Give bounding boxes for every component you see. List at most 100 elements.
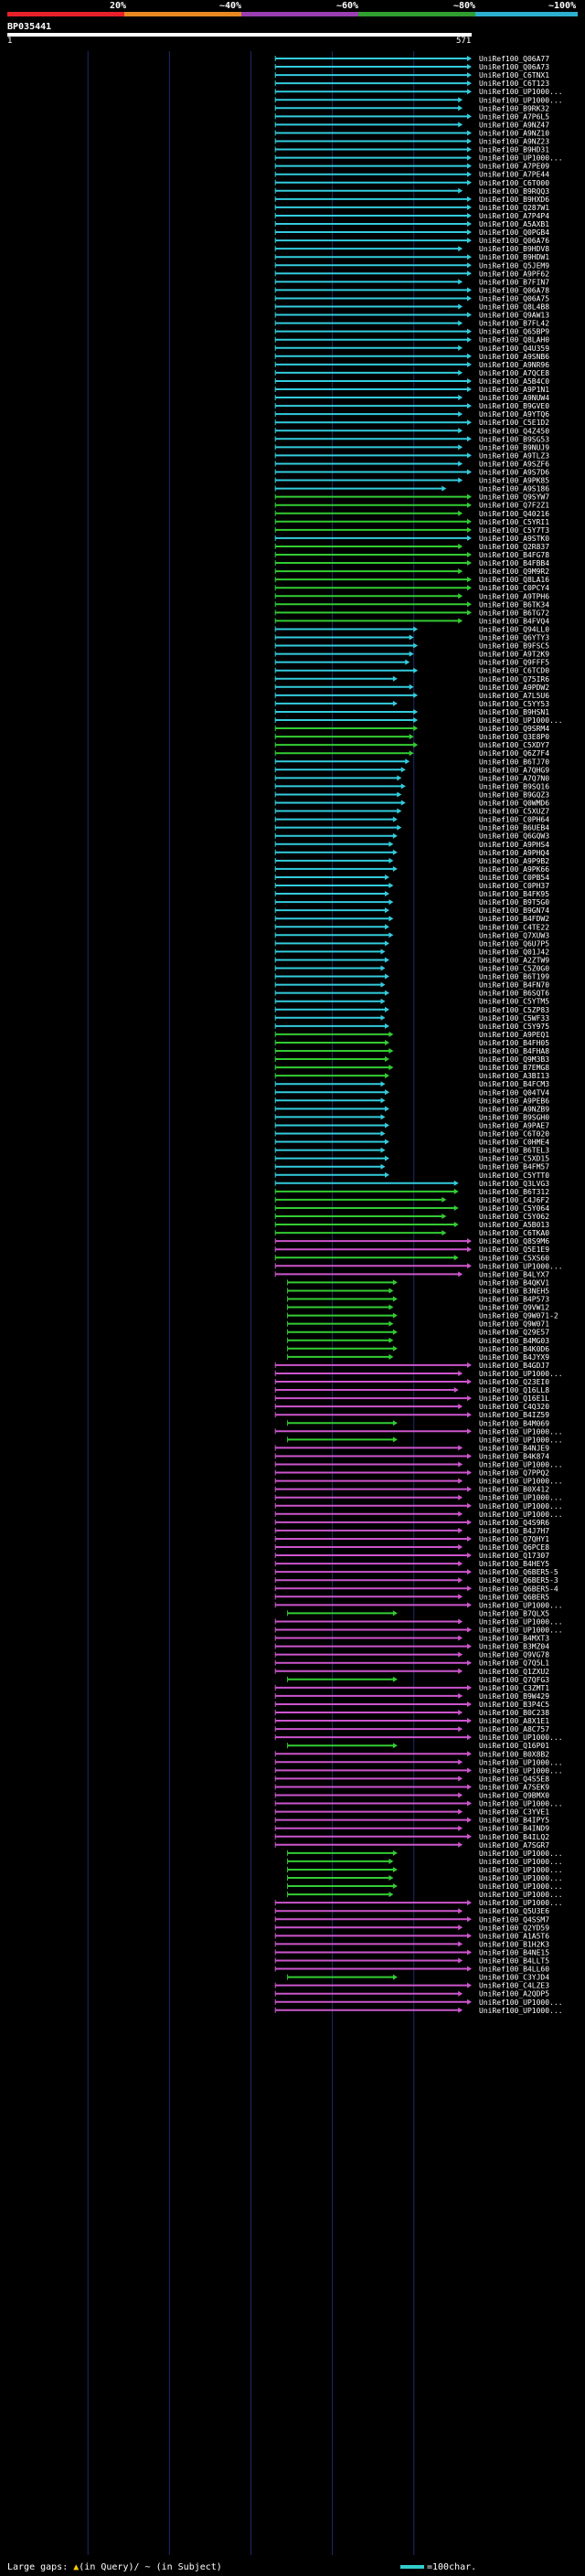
hit-label[interactable]: UniRef100_Q2R837 [479,543,549,551]
hit-label[interactable]: UniRef100_B7FIN7 [479,278,549,286]
hit-label[interactable]: UniRef100_C6TKA0 [479,1229,549,1237]
hit-label[interactable]: UniRef100_Q23EI0 [479,1378,549,1386]
hit-label[interactable]: UniRef100_B6TEL3 [479,1147,549,1155]
hit-label[interactable]: UniRef100_Q4U359 [479,345,549,353]
hit-label[interactable]: UniRef100_C5ZP83 [479,1006,549,1014]
hit-label[interactable]: UniRef100_A9PAE7 [479,1121,549,1129]
hit-label[interactable]: UniRef100_B0X8B2 [479,1750,549,1758]
hit-label[interactable]: UniRef100_B6TJ70 [479,758,549,766]
hit-label[interactable]: UniRef100_C6T020 [479,1130,549,1139]
hit-label[interactable]: UniRef100_Q16P01 [479,1742,549,1750]
hit-label[interactable]: UniRef100_B9W429 [479,1692,549,1701]
hit-label[interactable]: UniRef100_UP1000... [479,716,563,725]
hit-label[interactable]: UniRef100_C5Z0G0 [479,965,549,973]
hit-label[interactable]: UniRef100_Q06A75 [479,294,549,302]
hit-label[interactable]: UniRef100_Q40216 [479,510,549,518]
hit-label[interactable]: UniRef100_UP1000... [479,1858,563,1866]
hit-label[interactable]: UniRef100_A9PEB6 [479,1097,549,1105]
hit-label[interactable]: UniRef100_UP1000... [479,1899,563,1907]
hit-label[interactable]: UniRef100_C5YTM5 [479,998,549,1006]
hit-label[interactable]: UniRef100_Q3E8P0 [479,733,549,741]
hit-label[interactable]: UniRef100_Q17307 [479,1552,549,1560]
hit-label[interactable]: UniRef100_B4FM57 [479,1163,549,1171]
hit-label[interactable]: UniRef100_Q9VW12 [479,1304,549,1312]
hit-label[interactable]: UniRef100_UP1000... [479,1800,563,1808]
hit-label[interactable]: UniRef100_B6SQT6 [479,990,549,998]
hit-label[interactable]: UniRef100_B9HDW1 [479,253,549,261]
hit-label[interactable]: UniRef100_A9NZB9 [479,1105,549,1113]
hit-label[interactable]: UniRef100_Q9M9R2 [479,567,549,576]
hit-label[interactable]: UniRef100_Q8LA16 [479,576,549,584]
hit-label[interactable]: UniRef100_B4NE15 [479,1948,549,1956]
hit-label[interactable]: UniRef100_C3YJD4 [479,1974,549,1982]
hit-label[interactable]: UniRef100_Q8S9M6 [479,1237,549,1246]
hit-label[interactable]: UniRef100_C6TCD0 [479,667,549,675]
hit-label[interactable]: UniRef100_Q29E57 [479,1329,549,1337]
hit-label[interactable]: UniRef100_UP1000... [479,1427,563,1436]
hit-label[interactable]: UniRef100_B0X412 [479,1486,549,1494]
hit-label[interactable]: UniRef100_B3MZ04 [479,1643,549,1651]
hit-label[interactable]: UniRef100_Q2YD59 [479,1924,549,1932]
hit-label[interactable]: UniRef100_Q0WMD6 [479,800,549,808]
hit-label[interactable]: UniRef100_C5Y064 [479,1204,549,1213]
hit-label[interactable]: UniRef100_C5YTT0 [479,1171,549,1180]
hit-label[interactable]: UniRef100_A1A5T6 [479,1932,549,1940]
hit-label[interactable]: UniRef100_A7PE44 [479,171,549,179]
hit-label[interactable]: UniRef100_A8C757 [479,1725,549,1733]
hit-label[interactable]: UniRef100_B4FG78 [479,551,549,559]
hit-label[interactable]: UniRef100_B4GDJ7 [479,1362,549,1370]
hit-label[interactable]: UniRef100_A7P6L5 [479,112,549,121]
hit-label[interactable]: UniRef100_B4K0D6 [479,1345,549,1353]
hit-label[interactable]: UniRef100_B4FVQ4 [479,617,549,625]
hit-label[interactable]: UniRef100_B3P4C5 [479,1701,549,1709]
hit-label[interactable]: UniRef100_Q7XUW3 [479,931,549,939]
hit-label[interactable]: UniRef100_Q7F2Z1 [479,502,549,510]
hit-label[interactable]: UniRef100_Q9M3B3 [479,1055,549,1064]
hit-label[interactable]: UniRef100_B9HXD6 [479,196,549,204]
hit-label[interactable]: UniRef100_Q6BER5-5 [479,1568,558,1576]
hit-label[interactable]: UniRef100_B4MG03 [479,1337,549,1345]
hit-label[interactable]: UniRef100_C3YVE1 [479,1808,549,1817]
hit-label[interactable]: UniRef100_C6T000 [479,179,549,187]
hit-label[interactable]: UniRef100_B4K874 [479,1452,549,1460]
hit-label[interactable]: UniRef100_Q0PGB4 [479,228,549,237]
hit-label[interactable]: UniRef100_C0PH64 [479,816,549,824]
hit-label[interactable]: UniRef100_Q16LL8 [479,1386,549,1394]
hit-label[interactable]: UniRef100_A9STK0 [479,535,549,543]
hit-label[interactable]: UniRef100_Q75IR6 [479,675,549,684]
hit-label[interactable]: UniRef100_B9HDV8 [479,245,549,253]
hit-label[interactable]: UniRef100_A9NZ23 [479,138,549,146]
hit-label[interactable]: UniRef100_Q06A73 [479,63,549,71]
hit-label[interactable]: UniRef100_A2QDP5 [479,1990,549,1998]
hit-label[interactable]: UniRef100_A5AXB1 [479,220,549,228]
hit-label[interactable]: UniRef100_Q16E1L [479,1394,549,1403]
hit-label[interactable]: UniRef100_B9GN74 [479,906,549,915]
hit-label[interactable]: UniRef100_B4IND9 [479,1825,549,1833]
hit-label[interactable]: UniRef100_B6TG72 [479,609,549,617]
hit-label[interactable]: UniRef100_C5XUZ7 [479,808,549,816]
hit-label[interactable]: UniRef100_C5Y7T3 [479,526,549,535]
hit-label[interactable]: UniRef100_B9NUJ9 [479,443,549,451]
hit-label[interactable]: UniRef100_Q5E1E9 [479,1246,549,1254]
hit-label[interactable]: UniRef100_C4Q320 [479,1403,549,1411]
hit-label[interactable]: UniRef100_B4FH05 [479,1039,549,1047]
hit-label[interactable]: UniRef100_B4FDW2 [479,915,549,923]
hit-label[interactable]: UniRef100_A9PHQ4 [479,849,549,857]
hit-label[interactable]: UniRef100_C4TE22 [479,923,549,931]
hit-label[interactable]: UniRef100_A5B4C0 [479,377,549,386]
hit-label[interactable]: UniRef100_Q1ZXU2 [479,1668,549,1676]
hit-label[interactable]: UniRef100_B4HEY5 [479,1560,549,1568]
hit-label[interactable]: UniRef100_Q4SSM7 [479,1915,549,1924]
hit-label[interactable]: UniRef100_B7QLX5 [479,1609,549,1617]
hit-label[interactable]: UniRef100_B4FN70 [479,981,549,990]
hit-label[interactable]: UniRef100_A7L5U6 [479,692,549,700]
hit-label[interactable]: UniRef100_B4NJE9 [479,1444,549,1452]
hit-label[interactable]: UniRef100_UP1000... [479,1891,563,1899]
hit-label[interactable]: UniRef100_Q4S5E8 [479,1775,549,1783]
hit-label[interactable]: UniRef100_C0PH37 [479,882,549,890]
hit-label[interactable]: UniRef100_A7QCE8 [479,369,549,377]
hit-label[interactable]: UniRef100_UP1000... [479,2007,563,2015]
hit-label[interactable]: UniRef100_Q8L4B8 [479,303,549,312]
hit-label[interactable]: UniRef100_Q01J42 [479,948,549,956]
hit-label[interactable]: UniRef100_A7SGR7 [479,1841,549,1850]
